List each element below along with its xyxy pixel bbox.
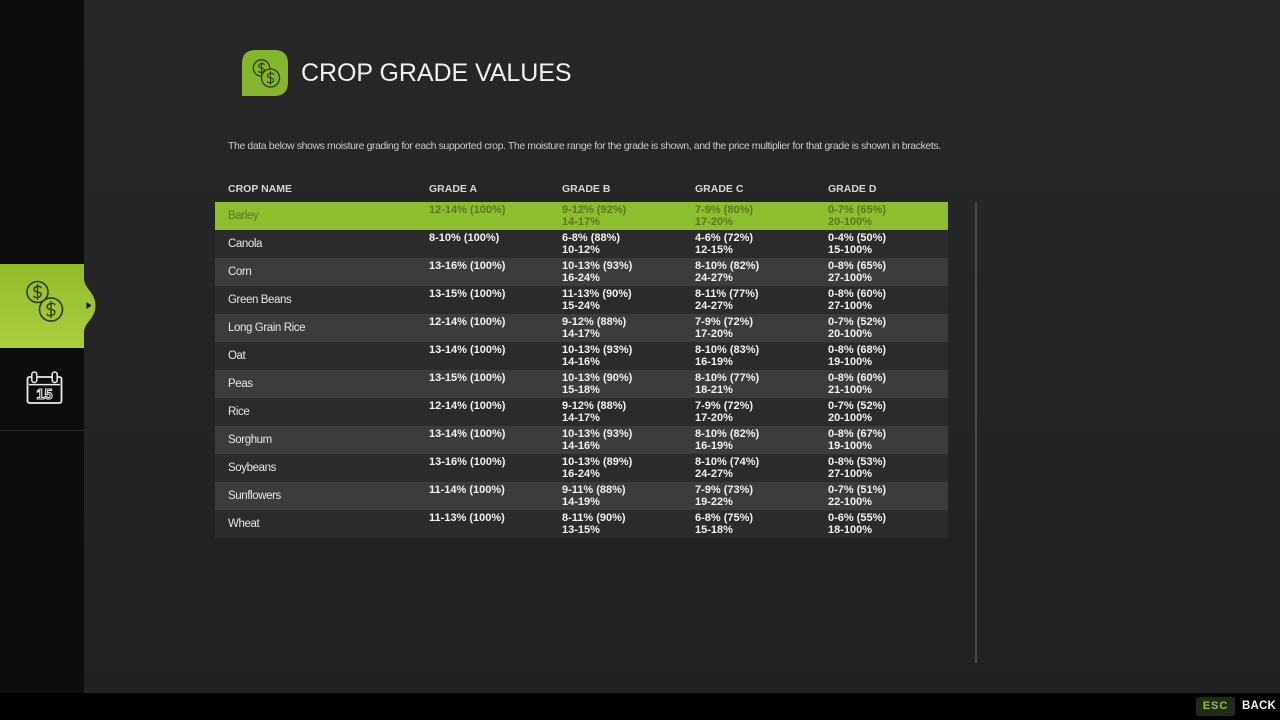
svg-text:15: 15 <box>36 387 52 403</box>
